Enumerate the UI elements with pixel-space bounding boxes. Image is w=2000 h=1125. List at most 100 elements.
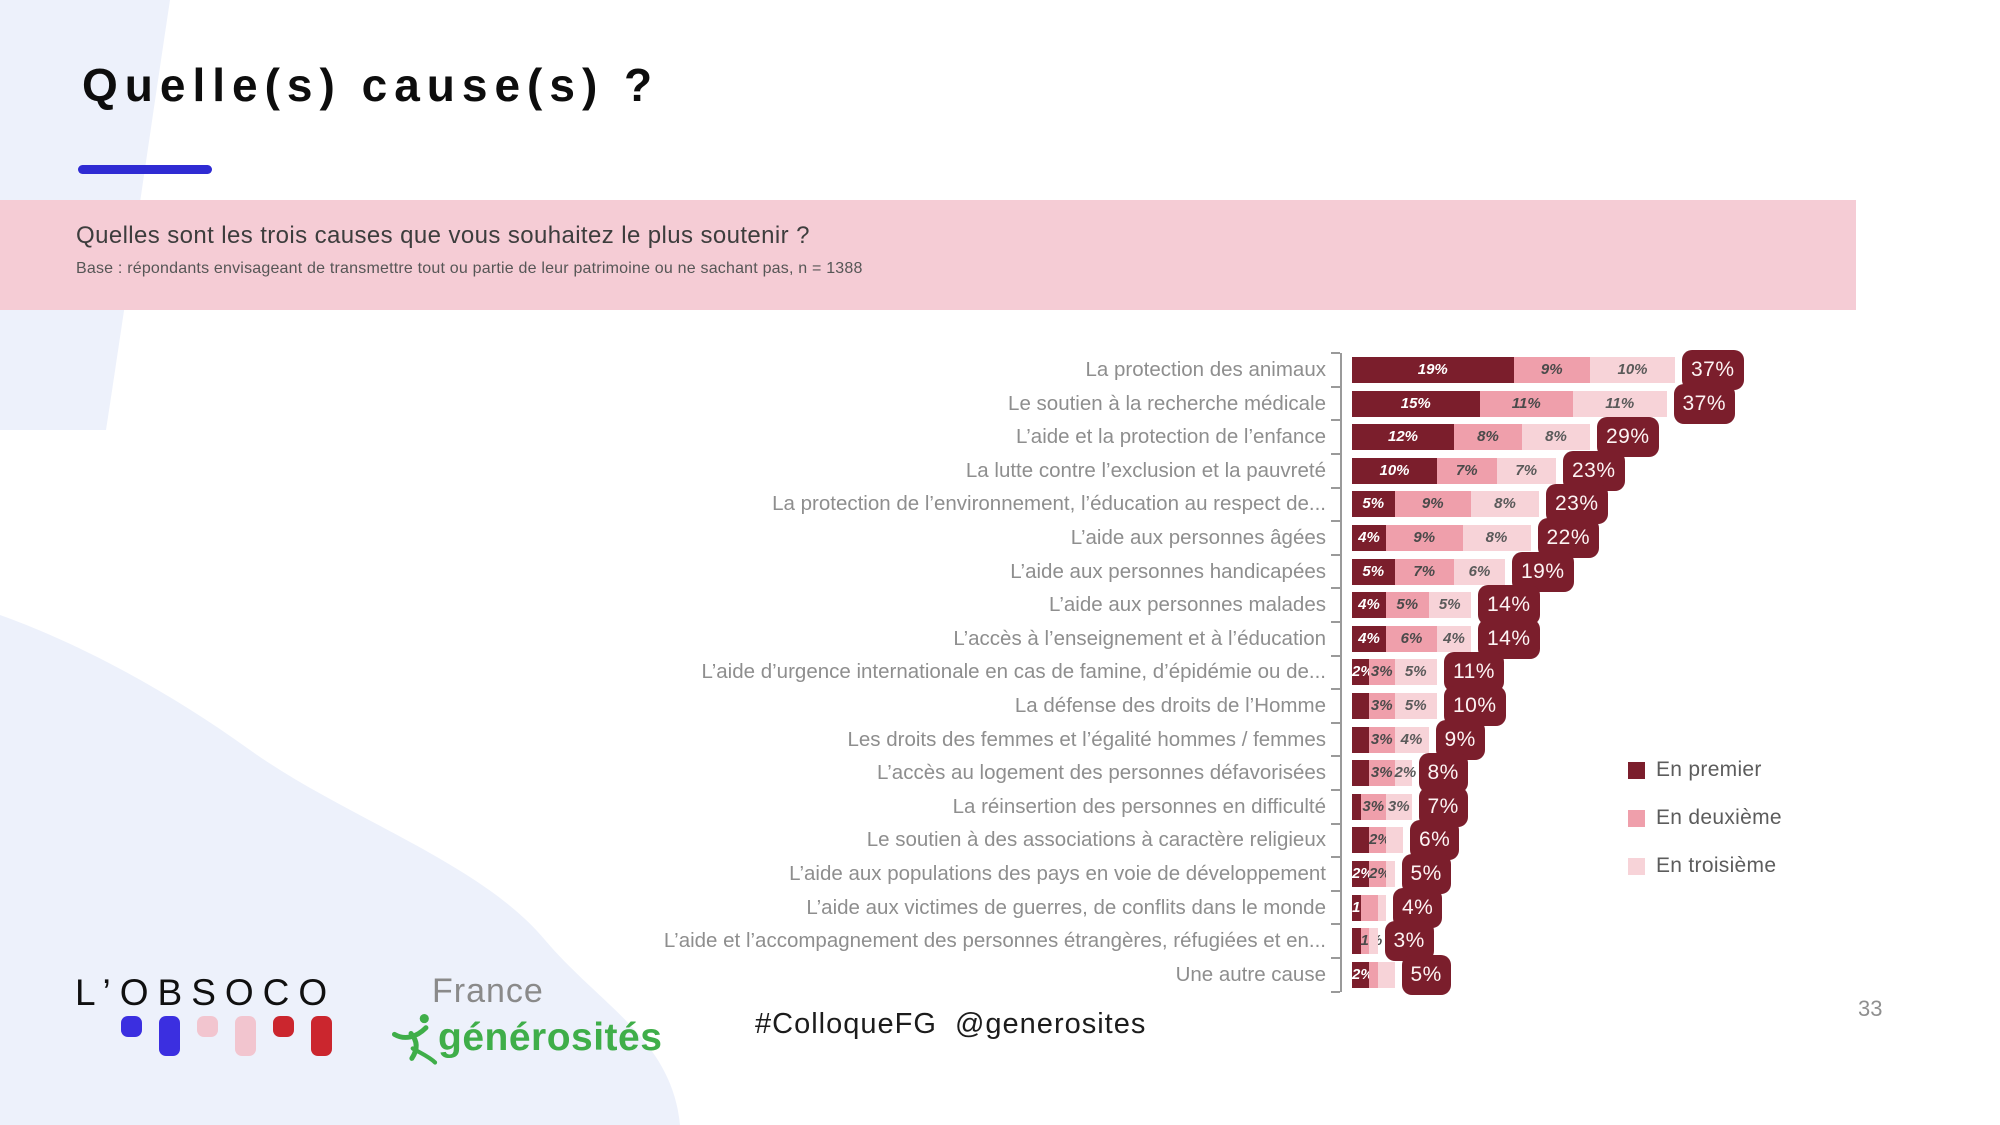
bar-segment-deuxieme: 7%: [1437, 457, 1497, 484]
category-label: L’aide aux victimes de guerres, de confl…: [806, 895, 1326, 919]
axis-tick: [1331, 352, 1340, 355]
bar-segment-troisieme: [1369, 928, 1378, 955]
bar-segment-deuxieme: 1%: [1360, 928, 1383, 955]
category-label: L’aide et la protection de l’enfance: [1015, 425, 1326, 449]
axis-tick: [1331, 621, 1340, 623]
bar-segment-troisieme: 6%: [1454, 558, 1505, 585]
axis-tick: [1331, 385, 1340, 388]
segment-value-label: 3%: [1370, 764, 1393, 782]
segment-value-label: 8%: [1477, 428, 1499, 446]
bar-segment-premier: 2%: [1352, 861, 1374, 887]
bar-segment-deuxieme: 9%: [1386, 525, 1463, 551]
obsoco-tile: [197, 1016, 218, 1037]
segment-value-label: 4%: [1358, 529, 1380, 546]
bar-segment-deuxieme: [1360, 894, 1378, 921]
segment-value-label: 3%: [1370, 663, 1393, 681]
obsoco-tile: [311, 1016, 332, 1056]
segment-value-label: 7%: [1515, 461, 1538, 479]
axis-tick: [1331, 856, 1340, 859]
total-badge: 23%: [1563, 450, 1625, 491]
bar-segment-premier: 10%: [1352, 457, 1437, 484]
obsoco-logo-tiles: [121, 1016, 375, 1056]
axis-tick: [1331, 520, 1340, 523]
title-underline: [78, 165, 212, 174]
segment-value-label: 8%: [1545, 428, 1567, 446]
bar-segment-deuxieme: 2%: [1369, 861, 1391, 887]
france-generosites-logo: France générosités: [390, 972, 662, 1065]
total-badge: 29%: [1597, 417, 1659, 458]
obsoco-tile: [159, 1016, 180, 1056]
axis-tick: [1331, 889, 1340, 892]
axis-tick: [1331, 789, 1340, 791]
question-banner: Quelles sont les trois causes que vous s…: [0, 200, 1856, 310]
segment-value-label: 3%: [1370, 697, 1393, 714]
bar-segment-premier: 15%: [1352, 390, 1480, 417]
segment-value-label: 2%: [1369, 831, 1391, 849]
obsoco-logo: L’OBSOCO: [75, 972, 375, 1056]
category-label: L’aide aux personnes malades: [1049, 593, 1326, 617]
bar-segment-deuxieme: 11%: [1479, 390, 1573, 417]
segment-value-label: 2%: [1352, 965, 1374, 983]
segment-value-label: 11%: [1511, 394, 1541, 412]
segment-value-label: 8%: [1494, 495, 1516, 513]
bar-segment-troisieme: 8%: [1462, 525, 1531, 551]
bar-segment-troisieme: 2%: [1394, 760, 1416, 787]
category-label: La protection de l’environnement, l’éduc…: [772, 492, 1326, 516]
axis-tick: [1331, 553, 1340, 556]
category-label: La protection des animaux: [1085, 358, 1326, 381]
segment-value-label: 4%: [1358, 596, 1380, 614]
segment-value-label: 6%: [1468, 562, 1491, 580]
total-badge: 37%: [1673, 383, 1736, 424]
category-label: Une autre cause: [1175, 962, 1326, 986]
survey-base-note: Base : répondants envisageant de transme…: [76, 260, 863, 277]
segment-value-label: 9%: [1413, 529, 1436, 546]
segment-value-label: 4%: [1400, 730, 1423, 748]
category-label: L’aide d’urgence internationale en cas d…: [701, 660, 1326, 684]
obsoco-tile: [273, 1016, 294, 1037]
france-generosites-figure-icon: [391, 1014, 438, 1065]
axis-tick: [1331, 688, 1340, 691]
bar-segment-premier: [1352, 726, 1369, 753]
axis-tick: [1331, 453, 1340, 455]
segment-value-label: 4%: [1358, 629, 1380, 647]
segment-value-label: 5%: [1404, 697, 1427, 714]
bar-segment-deuxieme: 9%: [1394, 491, 1471, 518]
axis-tick: [1331, 990, 1340, 993]
segment-value-label: 1%: [1361, 932, 1383, 949]
legend-item-premier: En premier: [1628, 758, 1782, 781]
bar-segment-troisieme: 4%: [1394, 726, 1429, 753]
segment-value-label: 5%: [1404, 663, 1427, 681]
category-label: L’aide aux personnes handicapées: [1010, 559, 1326, 583]
segment-value-label: 19%: [1417, 361, 1448, 378]
obsoco-logo-text: L’OBSOCO: [75, 972, 337, 1013]
segment-value-label: 3%: [1387, 797, 1410, 815]
hashtag-text: #ColloqueFG @generosites: [755, 1008, 1147, 1040]
category-label: La lutte contre l’exclusion et la pauvre…: [965, 458, 1326, 482]
segment-value-label: 1%: [1352, 899, 1374, 916]
category-label: L’accès au logement des personnes défavo…: [876, 761, 1326, 785]
legend-item-deuxieme: En deuxième: [1628, 806, 1782, 829]
bar-segment-troisieme: 3%: [1386, 793, 1412, 820]
total-badge: 14%: [1478, 585, 1540, 626]
category-label: L’aide aux personnes âgées: [1070, 526, 1326, 549]
total-badge: 22%: [1537, 518, 1600, 558]
bar-segment-troisieme: 7%: [1496, 457, 1556, 484]
segment-value-label: 10%: [1379, 461, 1410, 479]
category-label: Les droits des femmes et l’égalité homme…: [847, 727, 1326, 751]
page-number: 33: [1858, 996, 1883, 1021]
segment-value-label: 5%: [1438, 596, 1461, 614]
france-generosites-logo-line1: France: [432, 972, 544, 1010]
segment-value-label: 7%: [1413, 562, 1436, 580]
survey-question: Quelles sont les trois causes que vous s…: [76, 222, 810, 249]
total-badge: 3%: [1384, 921, 1434, 962]
bar-segment-premier: 19%: [1352, 357, 1514, 383]
bar-segment-troisieme: 4%: [1437, 625, 1471, 652]
bar-segment-troisieme: [1377, 961, 1395, 988]
axis-tick: [1331, 654, 1340, 657]
total-badge: 23%: [1546, 484, 1608, 525]
segment-value-label: 2%: [1352, 663, 1374, 681]
bar-segment-troisieme: 8%: [1522, 424, 1590, 451]
segment-value-label: 3%: [1370, 730, 1393, 748]
